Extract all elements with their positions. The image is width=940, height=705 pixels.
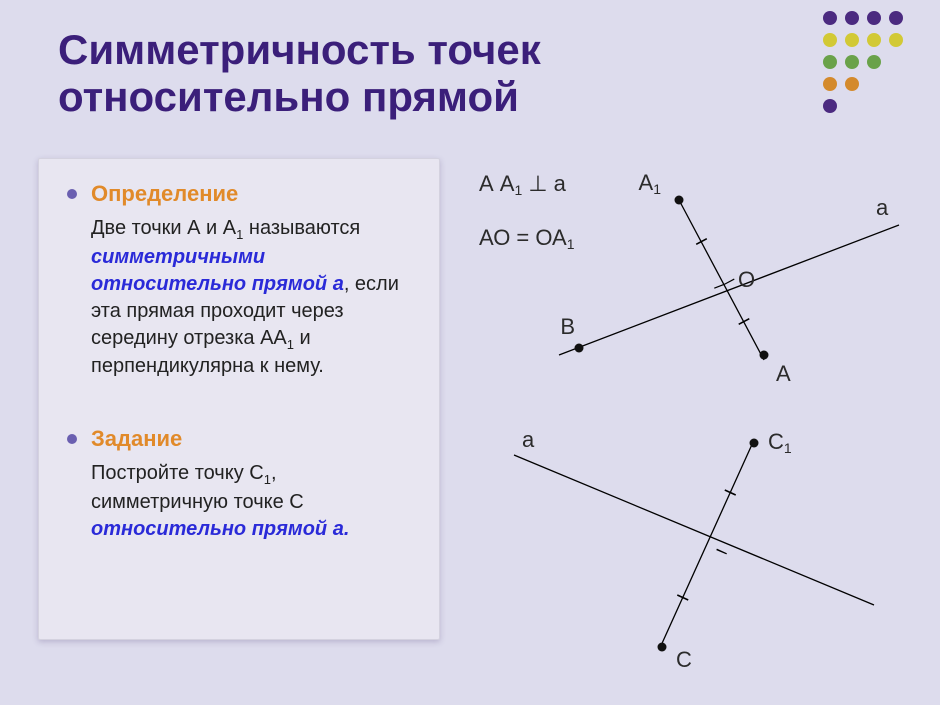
definition-block: Определение Две точки А и А1 называются … (67, 181, 411, 380)
svg-text:А А1 ⊥ а: А А1 ⊥ а (479, 171, 567, 198)
definition-heading: Определение (91, 181, 238, 207)
svg-text:А1: А1 (639, 170, 662, 197)
task-block: Задание Постройте точку С1, симметричную… (67, 426, 411, 543)
bullet-icon (67, 189, 77, 199)
svg-text:В: В (560, 314, 575, 339)
page-title: Симметричность точек относительно прямой (58, 26, 658, 120)
corner-dots (820, 6, 930, 136)
svg-text:С: С (676, 647, 692, 672)
task-heading: Задание (91, 426, 182, 452)
svg-text:С1: С1 (768, 429, 792, 456)
task-text: Постройте точку С1, симметричную точке С… (91, 460, 411, 543)
svg-text:а: а (876, 195, 889, 220)
svg-text:АО = ОА1: АО = ОА1 (479, 225, 575, 252)
svg-text:а: а (522, 427, 535, 452)
svg-text:А: А (776, 361, 791, 386)
diagrams: А А1 ⊥ а АО = ОА1 А1 А В Оа С1 Са (454, 155, 934, 700)
bullet-icon (67, 434, 77, 444)
svg-text:О: О (738, 267, 755, 292)
definition-text: Две точки А и А1 называются симметричным… (91, 215, 411, 380)
content-panel: Определение Две точки А и А1 называются … (38, 158, 440, 640)
